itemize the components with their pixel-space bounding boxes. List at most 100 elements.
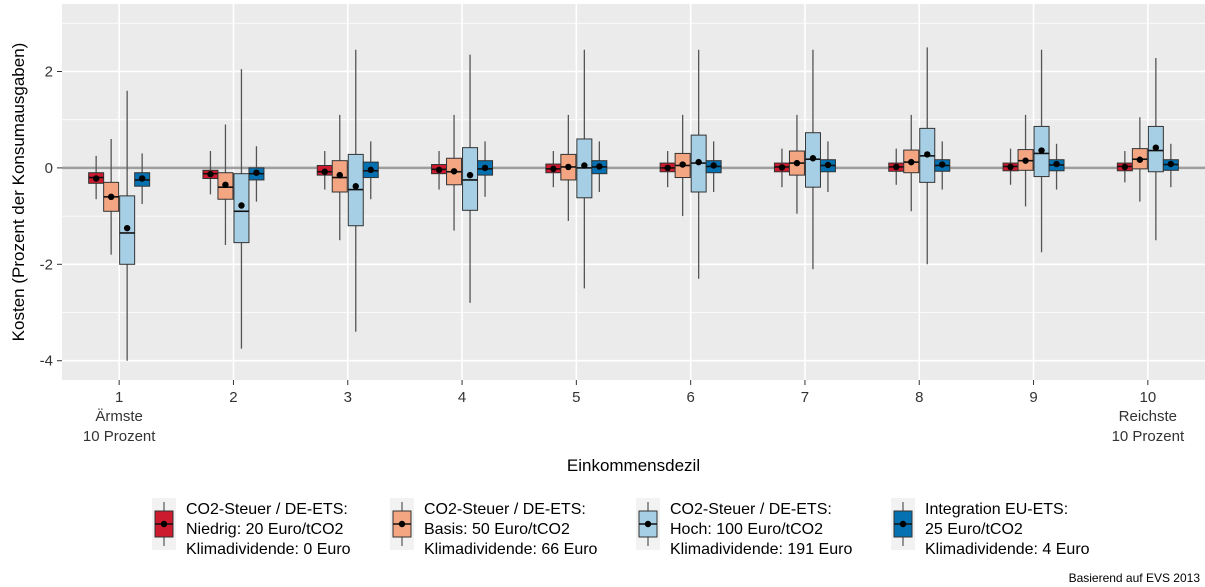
- mean-point: [253, 169, 260, 176]
- box-3-decile-2: [233, 69, 250, 349]
- mean-point: [809, 155, 817, 162]
- legend-mean: [899, 520, 907, 528]
- mean-point: [596, 163, 603, 170]
- mean-point: [481, 164, 489, 172]
- mean-point: [550, 165, 557, 173]
- y-tick-label: 2: [45, 63, 53, 80]
- x-tick-label: 7: [801, 389, 809, 406]
- x-tick-label: 3: [344, 389, 352, 406]
- box-3-decile-5: [576, 49, 593, 289]
- x-tick-sublabel: 10 Prozent: [1112, 428, 1185, 445]
- mean-point: [123, 224, 131, 232]
- box-1-decile-1: [88, 155, 105, 200]
- x-tick-sublabel: Ärmste: [95, 408, 143, 425]
- iqr-box: [462, 147, 479, 211]
- legend-mean: [398, 520, 406, 528]
- mean-point: [138, 175, 146, 182]
- box-3-decile-3: [347, 49, 364, 332]
- box-3-decile-9: [1033, 49, 1050, 253]
- legend-label-line: Klimadividende: 4 Euro: [925, 541, 1090, 558]
- mean-point: [939, 161, 946, 168]
- mean-point: [336, 171, 343, 179]
- legend-label-line: Niedrig: 20 Euro/tCO2: [186, 521, 344, 538]
- legend-item-3: CO2-Steuer / DE-ETS: Hoch: 100 Euro/tCO2 K…: [636, 498, 852, 558]
- legend-label-line: CO2-Steuer / DE-ETS:: [670, 501, 832, 518]
- x-tick-label: 5: [572, 389, 580, 406]
- box-4-decile-8: [934, 141, 951, 190]
- mean-point: [710, 162, 717, 169]
- mean-point: [207, 170, 214, 178]
- legend: CO2-Steuer / DE-ETS: Niedrig: 20 Euro/tCO…: [152, 498, 1090, 558]
- box-2-decile-10: [1131, 117, 1148, 202]
- box-4-decile-3: [362, 141, 379, 200]
- x-axis-ticks: 1 Ärmste 10 Prozent 2 3 4 5 6 7 8 9 10 Reichste 10 Pr…: [83, 380, 1185, 445]
- x-tick-label: 2: [229, 389, 237, 406]
- box-3-decile-8: [919, 47, 936, 265]
- mean-point: [321, 168, 328, 175]
- box-2-decile-8: [903, 114, 920, 212]
- source-note: Basierend auf EVS 2013: [1069, 571, 1201, 585]
- box-2-decile-3: [331, 114, 348, 241]
- box-3-decile-4: [462, 54, 479, 303]
- x-tick-label: 6: [686, 389, 694, 406]
- mean-point: [450, 168, 458, 175]
- box-3-decile-10: [1147, 57, 1164, 241]
- box-1-decile-9: [1002, 148, 1019, 185]
- legend-label-line: Klimadividende: 191 Euro: [670, 541, 852, 558]
- box-1-decile-10: [1116, 151, 1133, 183]
- box-3-decile-7: [804, 49, 821, 270]
- x-tick-sublabel: Reichste: [1119, 408, 1177, 425]
- mean-point: [466, 171, 474, 179]
- box-4-decile-4: [477, 141, 494, 197]
- y-tick-label: -2: [40, 256, 53, 273]
- x-tick-sublabel: 10 Prozent: [83, 428, 156, 445]
- mean-point: [924, 151, 931, 158]
- box-4-decile-2: [248, 146, 265, 202]
- legend-item-1: CO2-Steuer / DE-ETS: Niedrig: 20 Euro/tCO…: [152, 498, 351, 558]
- x-axis-title: Einkommensdezil: [567, 456, 700, 475]
- mean-point: [664, 164, 671, 172]
- legend-mean: [644, 520, 652, 528]
- mean-point: [1038, 147, 1045, 154]
- legend-mean: [160, 520, 168, 528]
- box-3-decile-6: [690, 49, 707, 279]
- box-1-decile-2: [202, 151, 219, 195]
- mean-point: [581, 162, 588, 169]
- mean-point: [908, 158, 915, 166]
- legend-label-line: Klimadividende: 66 Euro: [424, 541, 598, 558]
- box-2-decile-7: [788, 114, 805, 214]
- box-4-decile-5: [591, 141, 608, 192]
- mean-point: [1053, 160, 1060, 168]
- box-4-decile-1: [134, 153, 151, 205]
- box-3-decile-1: [119, 90, 136, 361]
- mean-point: [778, 164, 786, 171]
- x-tick-label: 4: [458, 389, 466, 406]
- mean-point: [893, 163, 900, 171]
- box-2-decile-5: [560, 114, 577, 221]
- mean-point: [92, 175, 100, 182]
- box-series: [88, 47, 1179, 361]
- mean-point: [1152, 144, 1160, 151]
- mean-point: [238, 202, 245, 209]
- mean-point: [1121, 163, 1129, 171]
- box-2-decile-9: [1017, 114, 1034, 207]
- box-2-decile-1: [103, 138, 120, 255]
- legend-label-line: Klimadividende: 0 Euro: [186, 541, 351, 558]
- legend-label-line: CO2-Steuer / DE-ETS:: [186, 501, 348, 518]
- legend-item-4: Integration EU-ETS: 25 Euro/tCO2 Klimadivi…: [891, 498, 1090, 558]
- mean-point: [1136, 156, 1144, 163]
- mean-point: [824, 161, 832, 169]
- box-4-decile-7: [819, 141, 836, 192]
- mean-point: [565, 163, 572, 171]
- legend-label-line: 25 Euro/tCO2: [925, 521, 1023, 538]
- legend-label-line: Basis: 50 Euro/tCO2: [424, 521, 570, 538]
- y-axis-title: Kosten (Prozent der Konsumausgaben): [9, 43, 28, 342]
- legend-label-line: Integration EU-ETS:: [925, 501, 1068, 518]
- x-tick-label: 1: [115, 389, 123, 406]
- legend-label-line: CO2-Steuer / DE-ETS:: [424, 501, 586, 518]
- mean-point: [679, 161, 686, 168]
- box-2-decile-2: [217, 124, 234, 246]
- box-2-decile-6: [674, 114, 691, 217]
- box-4-decile-9: [1048, 143, 1065, 190]
